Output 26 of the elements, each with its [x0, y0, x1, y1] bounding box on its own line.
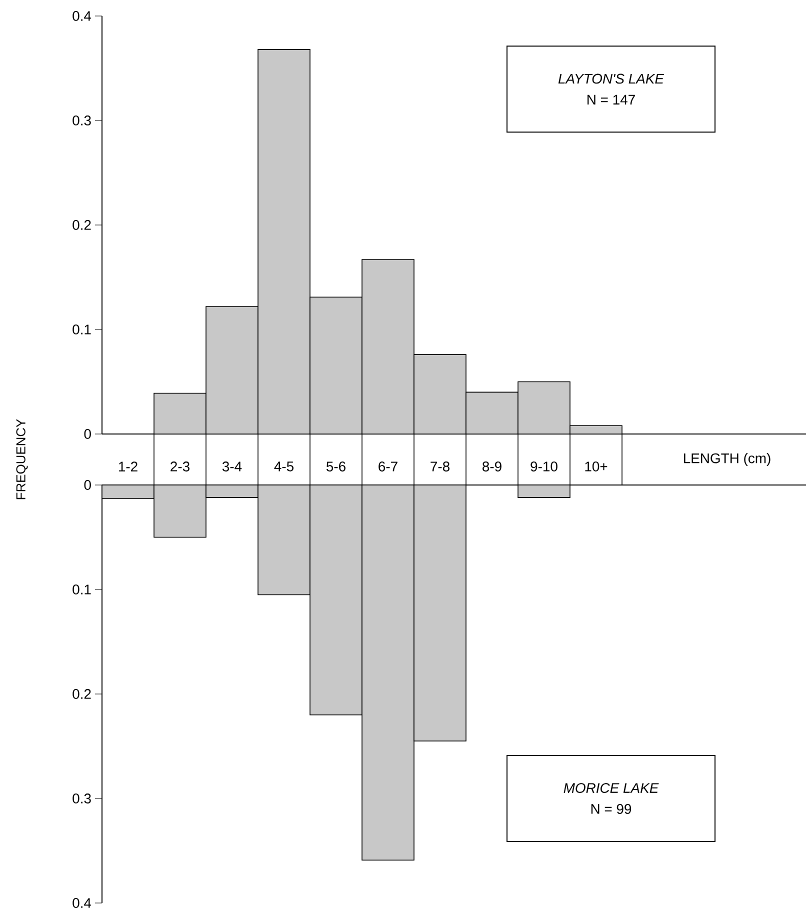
x-tick-label: 1-2: [118, 462, 138, 472]
x-tick-label: 9-10: [530, 462, 558, 472]
y-tick-label: 0: [84, 480, 91, 490]
x-axis-title: LENGTH (cm): [684, 452, 770, 466]
y-tick-label: 0.2: [72, 220, 91, 230]
text: N = 147: [588, 94, 635, 104]
text: N = 99: [591, 804, 632, 814]
y-tick-label: 0.2: [72, 689, 91, 699]
x-tick-label: 5-6: [326, 462, 346, 472]
x-tick-label: 4-5: [274, 462, 294, 472]
y-tick-label: 0.3: [72, 116, 91, 126]
y-tick-label: 0.3: [72, 794, 91, 804]
y-tick-label: 0.1: [72, 584, 91, 594]
x-tick-label: 7-8: [430, 462, 450, 472]
y-tick-label: 0.4: [72, 898, 92, 908]
text: MORICE LAKE: [564, 783, 659, 793]
x-tick-label: 10+: [585, 462, 608, 472]
text: LAYTON'S LAKE: [558, 74, 664, 84]
y-tick-label: 0.1: [72, 324, 91, 334]
x-tick-label: 8-9: [482, 462, 502, 472]
x-tick-label: 2-3: [170, 462, 190, 472]
y-axis-title: FREQUENCY: [16, 419, 28, 500]
x-tick-label: 3-4: [222, 462, 242, 472]
x-tick-label: 6-7: [378, 462, 398, 472]
y-tick-label: 0.4: [72, 11, 92, 21]
y-tick-label: 0: [84, 429, 91, 439]
